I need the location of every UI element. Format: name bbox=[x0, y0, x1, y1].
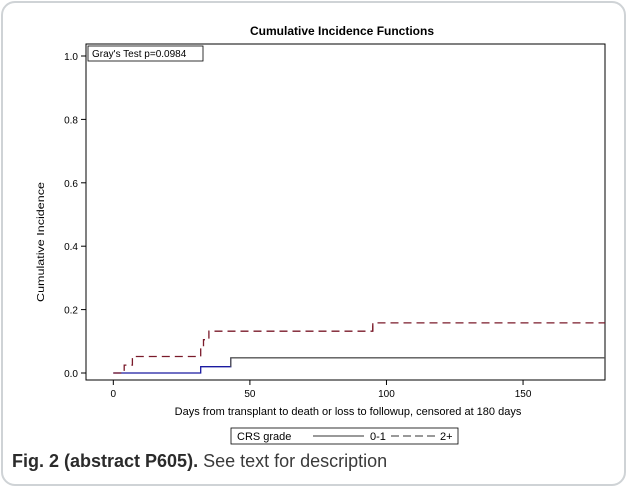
y-tick-label: 0.4 bbox=[64, 242, 78, 253]
x-axis: 0 50 100 150 bbox=[111, 380, 532, 400]
series-line-2plus-early bbox=[113, 322, 374, 374]
y-tick-label: 1.0 bbox=[64, 52, 78, 63]
x-tick-label: 100 bbox=[378, 389, 395, 400]
figure-caption: Fig. 2 (abstract P605). See text for des… bbox=[12, 451, 387, 472]
grays-test-annotation: Gray's Test p=0.0984 bbox=[92, 49, 187, 60]
y-axis: 0.0 0.2 0.4 0.6 0.8 1.0 bbox=[64, 52, 86, 380]
cumulative-incidence-chart: Cumulative Incidence Functions 0.0 0.2 0.4… bbox=[36, 24, 606, 445]
chart-title: Cumulative Incidence Functions bbox=[250, 24, 434, 38]
annotation-box bbox=[87, 45, 204, 62]
series-line-2plus-late bbox=[372, 322, 605, 332]
legend-title: CRS grade bbox=[237, 431, 291, 443]
caption-text: See text for description bbox=[198, 451, 388, 471]
legend-label-2plus: 2+ bbox=[440, 431, 453, 443]
x-tick-label: 50 bbox=[244, 389, 256, 400]
y-axis-label: Cumulative Incidence bbox=[36, 181, 47, 302]
series-line-0-1-early bbox=[113, 357, 232, 374]
y-tick-label: 0.2 bbox=[64, 306, 78, 317]
series-layer bbox=[113, 322, 605, 374]
series-line-0-1-late bbox=[230, 357, 605, 367]
x-tick-label: 150 bbox=[515, 389, 532, 400]
y-tick-label: 0.0 bbox=[64, 369, 78, 380]
caption-label: Fig. 2 (abstract P605). bbox=[12, 451, 199, 471]
plot-frame bbox=[85, 43, 606, 381]
x-tick-label: 0 bbox=[111, 389, 117, 400]
y-tick-label: 0.6 bbox=[64, 179, 78, 190]
y-tick-label: 0.8 bbox=[64, 115, 78, 126]
legend-label-0-1: 0-1 bbox=[370, 431, 386, 443]
x-axis-label: Days from transplant to death or loss to… bbox=[175, 406, 522, 418]
legend: CRS grade 0-1 2+ bbox=[230, 427, 459, 445]
